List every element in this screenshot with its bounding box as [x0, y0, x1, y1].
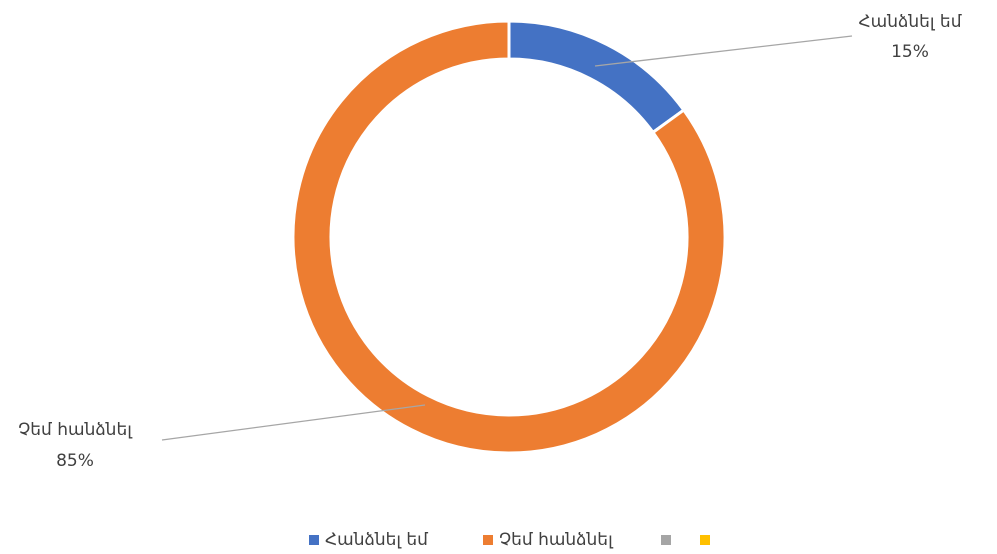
donut-slice — [291, 19, 727, 455]
legend-swatch — [483, 535, 493, 545]
legend-label: Չեմ հանձնել — [499, 530, 614, 550]
leader-line — [161, 404, 426, 441]
data-label-value: 85% — [56, 451, 94, 471]
donut-slice — [507, 19, 686, 135]
data-label-name: Չեմ հանձնել — [18, 420, 133, 440]
data-label-name: Հանձնել եմ — [859, 12, 962, 32]
leader-line — [594, 35, 853, 67]
legend-label: Հանձնել եմ — [325, 530, 428, 550]
data-label-value: 15% — [891, 42, 929, 62]
legend-swatch — [700, 535, 710, 545]
legend-swatch — [661, 535, 671, 545]
legend-swatch — [309, 535, 319, 545]
